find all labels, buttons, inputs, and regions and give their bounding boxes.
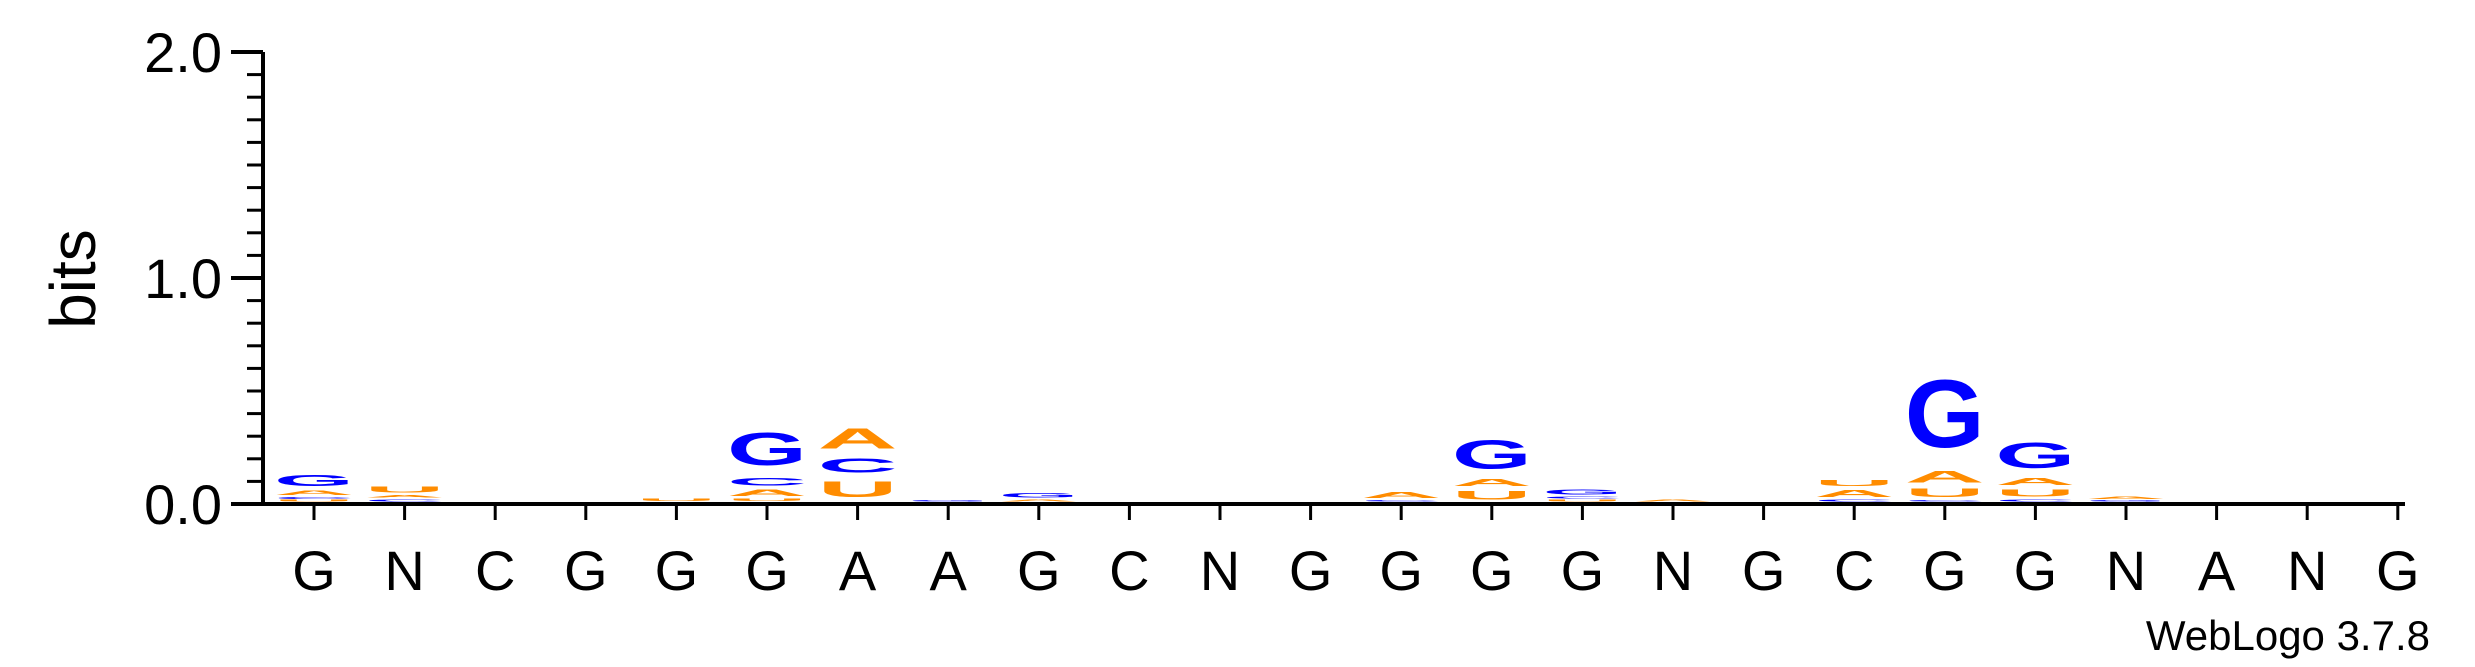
y-axis: 0.0 1.0 2.0 bits bbox=[37, 21, 265, 536]
x-tick-label: G bbox=[1561, 539, 1605, 602]
logo-letter-C: C bbox=[274, 497, 354, 500]
logo-letter-G: G bbox=[1452, 432, 1532, 477]
x-tick-label: N bbox=[1200, 539, 1240, 602]
logo-letter-A: A bbox=[999, 499, 1079, 502]
logo-letter-U: U bbox=[1542, 499, 1622, 502]
logo-letter-G: G bbox=[908, 500, 988, 502]
logo-letter-U: U bbox=[1814, 479, 1894, 488]
logo-letter-G: G bbox=[999, 492, 1079, 499]
logo-letter-A: A bbox=[818, 423, 898, 454]
logo-letter-C: C bbox=[1814, 499, 1894, 502]
x-tick-label: N bbox=[1653, 539, 1693, 602]
logo-letter-U: U bbox=[1452, 488, 1532, 502]
logo-letter-C: C bbox=[727, 475, 807, 487]
logo-letter-U: U bbox=[1995, 487, 2075, 498]
logo-letter-U: U bbox=[1905, 486, 1985, 500]
logo-letter-C: C bbox=[1361, 500, 1441, 502]
x-tick-label: A bbox=[839, 539, 877, 602]
x-tick-label: G bbox=[1923, 539, 1967, 602]
x-tick-label: G bbox=[292, 539, 336, 602]
x-tick-label: G bbox=[2014, 539, 2058, 602]
y-tick-group: 0.0 1.0 2.0 bbox=[144, 21, 263, 536]
logo-letter-A: A bbox=[1995, 476, 2075, 487]
x-tick-label: C bbox=[1834, 539, 1874, 602]
logo-letter-A: A bbox=[1452, 477, 1532, 488]
logo-letter-A: A bbox=[1905, 468, 1985, 486]
logo-letter-A: A bbox=[1361, 491, 1441, 500]
y-tick-label: 2.0 bbox=[144, 21, 222, 84]
weblogo-credit: WebLogo 3.7.8 bbox=[2146, 612, 2430, 659]
x-tick-label: G bbox=[1289, 539, 1333, 602]
logo-letter-U: U bbox=[636, 497, 716, 502]
logo-letter-C: C bbox=[1995, 499, 2075, 502]
logo-letter-U: U bbox=[274, 499, 354, 502]
logo-letter-A: A bbox=[365, 494, 445, 499]
logo-letter-A: A bbox=[1633, 499, 1713, 502]
x-tick-label: G bbox=[655, 539, 699, 602]
logo-letter-G: G bbox=[1905, 360, 1985, 468]
logo-letter-U: U bbox=[818, 477, 898, 502]
x-tick-label: C bbox=[475, 539, 515, 602]
x-tick-label: N bbox=[2106, 539, 2146, 602]
x-tick-label: A bbox=[930, 539, 968, 602]
logo-letter-G: G bbox=[274, 472, 354, 490]
logo-letter-C: C bbox=[365, 499, 445, 502]
logo-letter-C: C bbox=[1542, 496, 1622, 499]
logo-letter-C: C bbox=[1905, 500, 1985, 502]
logo-letter-G: G bbox=[2086, 500, 2166, 502]
logo-letter-A: A bbox=[274, 490, 354, 497]
logo-letter-G: G bbox=[1995, 436, 2075, 477]
y-tick-label: 0.0 bbox=[144, 473, 222, 536]
logo-letter-U: U bbox=[727, 498, 807, 502]
y-tick-label: 1.0 bbox=[144, 247, 222, 310]
logo-letter-C: C bbox=[818, 454, 898, 477]
logo-letter-A: A bbox=[2086, 495, 2166, 500]
x-tick-label: N bbox=[384, 539, 424, 602]
x-tick-label: G bbox=[1017, 539, 1061, 602]
x-tick-label: C bbox=[1109, 539, 1149, 602]
x-tick-label: G bbox=[1470, 539, 1514, 602]
x-tick-label: G bbox=[1742, 539, 1786, 602]
logo-letter-A: A bbox=[1814, 488, 1894, 499]
logo-letter-G: G bbox=[727, 423, 807, 475]
x-tick-label: N bbox=[2287, 539, 2327, 602]
x-tick-label: G bbox=[2376, 539, 2420, 602]
x-tick-label: G bbox=[564, 539, 608, 602]
logo-letter-G: G bbox=[1542, 488, 1622, 496]
x-tick-label: A bbox=[2198, 539, 2236, 602]
x-tick-label: G bbox=[745, 539, 789, 602]
logo-letter-A: A bbox=[727, 488, 807, 498]
logo-letter-U: U bbox=[365, 485, 445, 494]
y-axis-label: bits bbox=[37, 229, 109, 329]
x-tick-label: G bbox=[1379, 539, 1423, 602]
